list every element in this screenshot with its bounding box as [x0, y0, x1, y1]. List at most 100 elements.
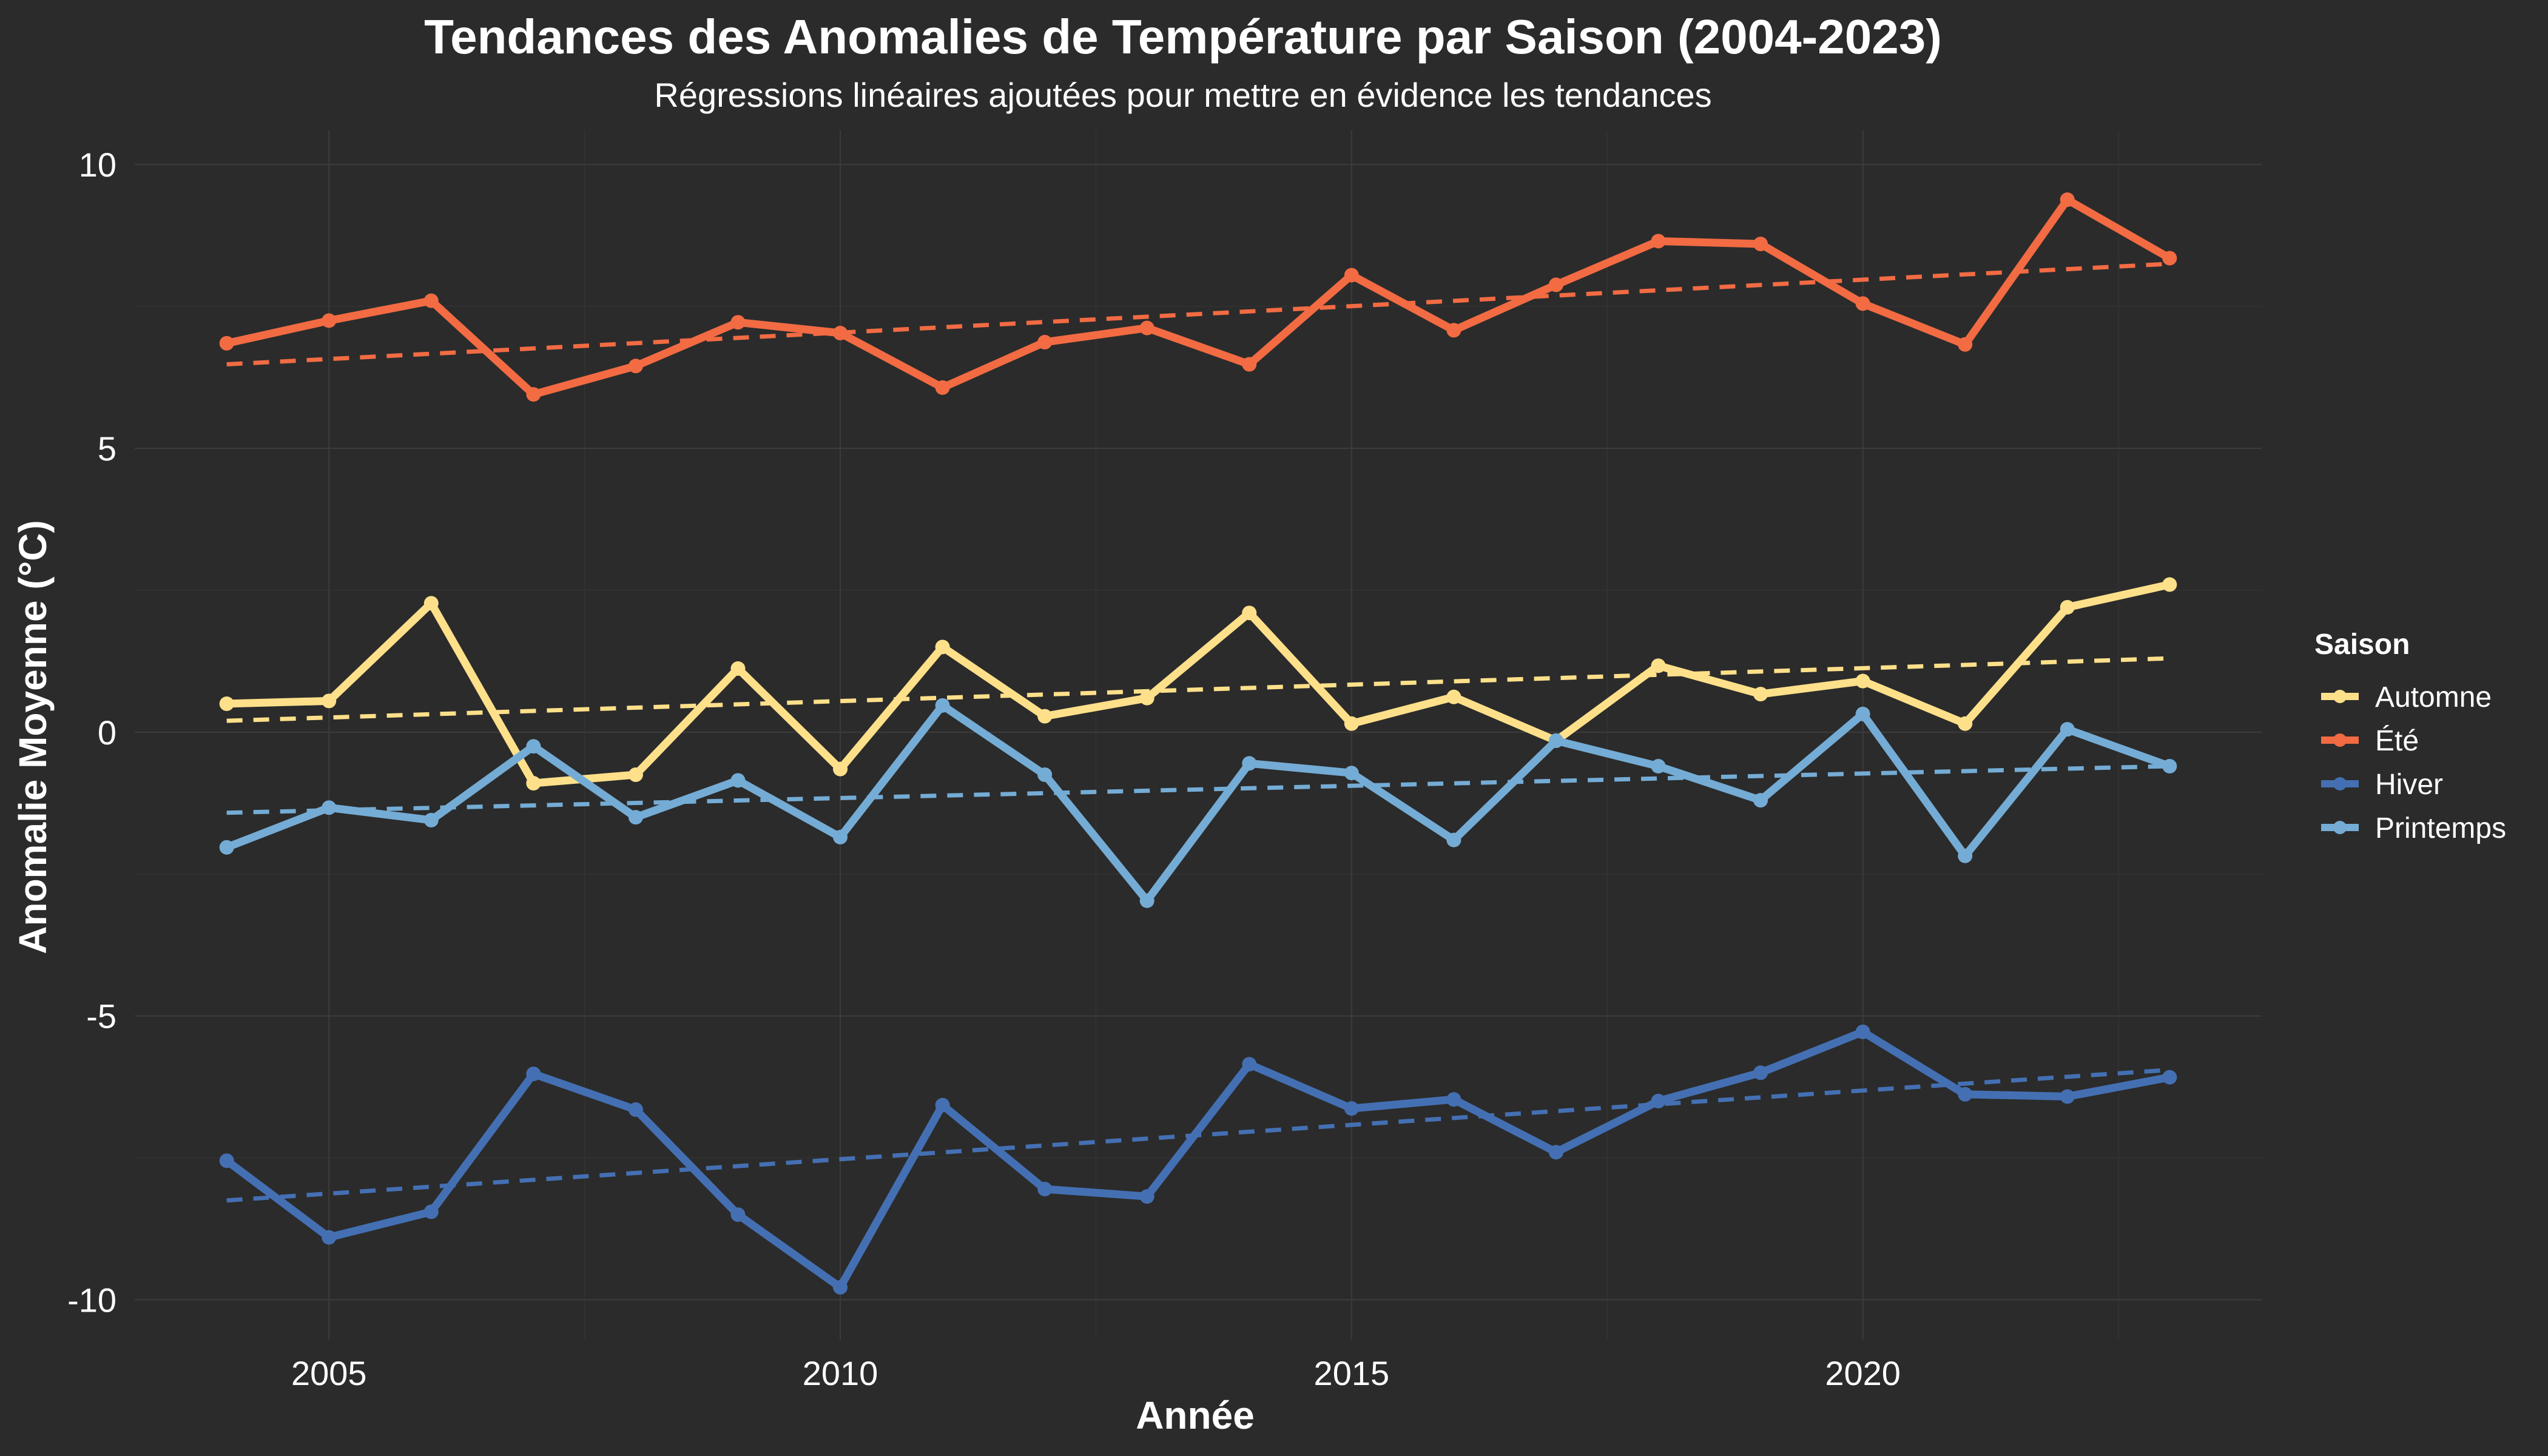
y-axis-title: Anomalie Moyenne (°C) [11, 520, 55, 954]
data-point-automne [833, 761, 848, 777]
data-point-printemps [219, 840, 234, 855]
chart-title: Tendances des Anomalies de Température p… [424, 10, 1942, 64]
data-point-printemps [322, 800, 337, 815]
legend: Saison Automne Été Hiver Printemps [2314, 629, 2506, 844]
data-point-ete [526, 387, 541, 402]
data-point-hiver [2060, 1089, 2075, 1104]
data-point-printemps [730, 773, 746, 788]
data-point-ete [1037, 335, 1053, 350]
data-point-printemps [1446, 832, 1461, 848]
data-point-printemps [1037, 767, 1053, 782]
data-point-ete [1344, 268, 1359, 283]
legend-label-ete: Été [2375, 725, 2419, 757]
y-tick-label: 10 [79, 146, 116, 184]
data-point-printemps [935, 698, 950, 713]
data-point-hiver [219, 1153, 234, 1168]
y-tick-label: 0 [98, 713, 116, 752]
data-point-printemps [1753, 793, 1768, 808]
data-point-automne [322, 693, 337, 709]
data-point-hiver [1958, 1087, 1973, 1102]
data-point-ete [322, 313, 337, 328]
chart-subtitle: Régressions linéaires ajoutées pour mett… [654, 76, 1711, 114]
data-point-ete [1651, 234, 1666, 249]
data-point-automne [2060, 599, 2075, 615]
data-point-automne [2162, 577, 2177, 592]
series-lines [219, 192, 2177, 1295]
data-point-ete [1855, 296, 1870, 311]
data-point-hiver [1651, 1094, 1666, 1109]
x-tick-label: 2015 [1314, 1354, 1390, 1392]
data-point-hiver [1344, 1101, 1359, 1116]
trend-line-ete [226, 261, 2170, 366]
series-line-printemps [223, 701, 2174, 905]
legend-label-hiver: Hiver [2375, 769, 2443, 801]
data-point-automne [1958, 716, 1973, 731]
data-point-automne [1242, 605, 1257, 621]
data-point-ete [1958, 337, 1973, 352]
data-point-hiver [1753, 1065, 1768, 1080]
data-point-ete [2162, 251, 2177, 266]
data-point-printemps [2162, 758, 2177, 774]
data-point-hiver [1242, 1057, 1257, 1072]
data-point-automne [1753, 687, 1768, 702]
data-point-printemps [1344, 766, 1359, 781]
data-point-ete [219, 335, 234, 351]
data-point-automne [526, 776, 541, 791]
data-point-automne [1037, 709, 1053, 724]
grid-lines [135, 130, 2262, 1340]
trend-line-printemps [226, 764, 2170, 815]
data-point-printemps [833, 829, 848, 844]
x-tick-label: 2020 [1825, 1354, 1901, 1392]
x-tick-label: 2005 [291, 1354, 367, 1392]
series-line-hiver [223, 1028, 2174, 1292]
x-tick-label: 2010 [803, 1354, 878, 1392]
series-line-ete [223, 195, 2174, 399]
y-tick-label: -10 [67, 1281, 116, 1320]
data-point-ete [730, 315, 746, 330]
data-point-hiver [730, 1207, 746, 1222]
data-point-automne [1651, 658, 1666, 673]
data-point-hiver [423, 1204, 439, 1219]
data-point-printemps [526, 739, 541, 754]
data-point-printemps [1139, 893, 1154, 908]
y-axis-ticks: -10 -5 0 5 10 [67, 146, 116, 1319]
data-point-ete [935, 380, 950, 395]
legend-marker-printemps [2333, 821, 2347, 834]
legend-title: Saison [2314, 629, 2410, 661]
data-point-ete [628, 359, 643, 374]
data-point-ete [1446, 323, 1461, 338]
data-point-hiver [628, 1102, 643, 1117]
data-point-printemps [1855, 706, 1870, 721]
data-point-automne [935, 639, 950, 655]
data-point-automne [1446, 689, 1461, 704]
data-point-printemps [2060, 722, 2075, 737]
data-point-hiver [322, 1230, 337, 1245]
legend-marker-hiver [2333, 777, 2347, 790]
data-point-printemps [1958, 848, 1973, 863]
data-point-ete [1548, 277, 1563, 292]
legend-label-automne: Automne [2375, 681, 2492, 713]
data-point-ete [1753, 237, 1768, 252]
x-axis-title: Année [1136, 1394, 1255, 1437]
legend-marker-automne [2333, 690, 2347, 703]
data-point-hiver [526, 1067, 541, 1082]
data-point-ete [2060, 192, 2075, 207]
data-point-ete [423, 293, 439, 308]
data-point-hiver [1548, 1145, 1563, 1160]
data-point-automne [1344, 716, 1359, 731]
data-point-automne [1139, 690, 1154, 706]
data-point-printemps [1242, 756, 1257, 771]
data-point-automne [628, 767, 643, 782]
data-point-hiver [1446, 1092, 1461, 1107]
data-point-automne [730, 661, 746, 676]
data-point-ete [1139, 320, 1154, 335]
data-point-automne [423, 596, 439, 611]
data-point-ete [833, 326, 848, 341]
legend-label-printemps: Printemps [2375, 812, 2506, 844]
legend-marker-ete [2333, 733, 2347, 747]
data-point-printemps [1651, 758, 1666, 774]
data-point-ete [1242, 357, 1257, 372]
data-point-printemps [1548, 733, 1563, 748]
